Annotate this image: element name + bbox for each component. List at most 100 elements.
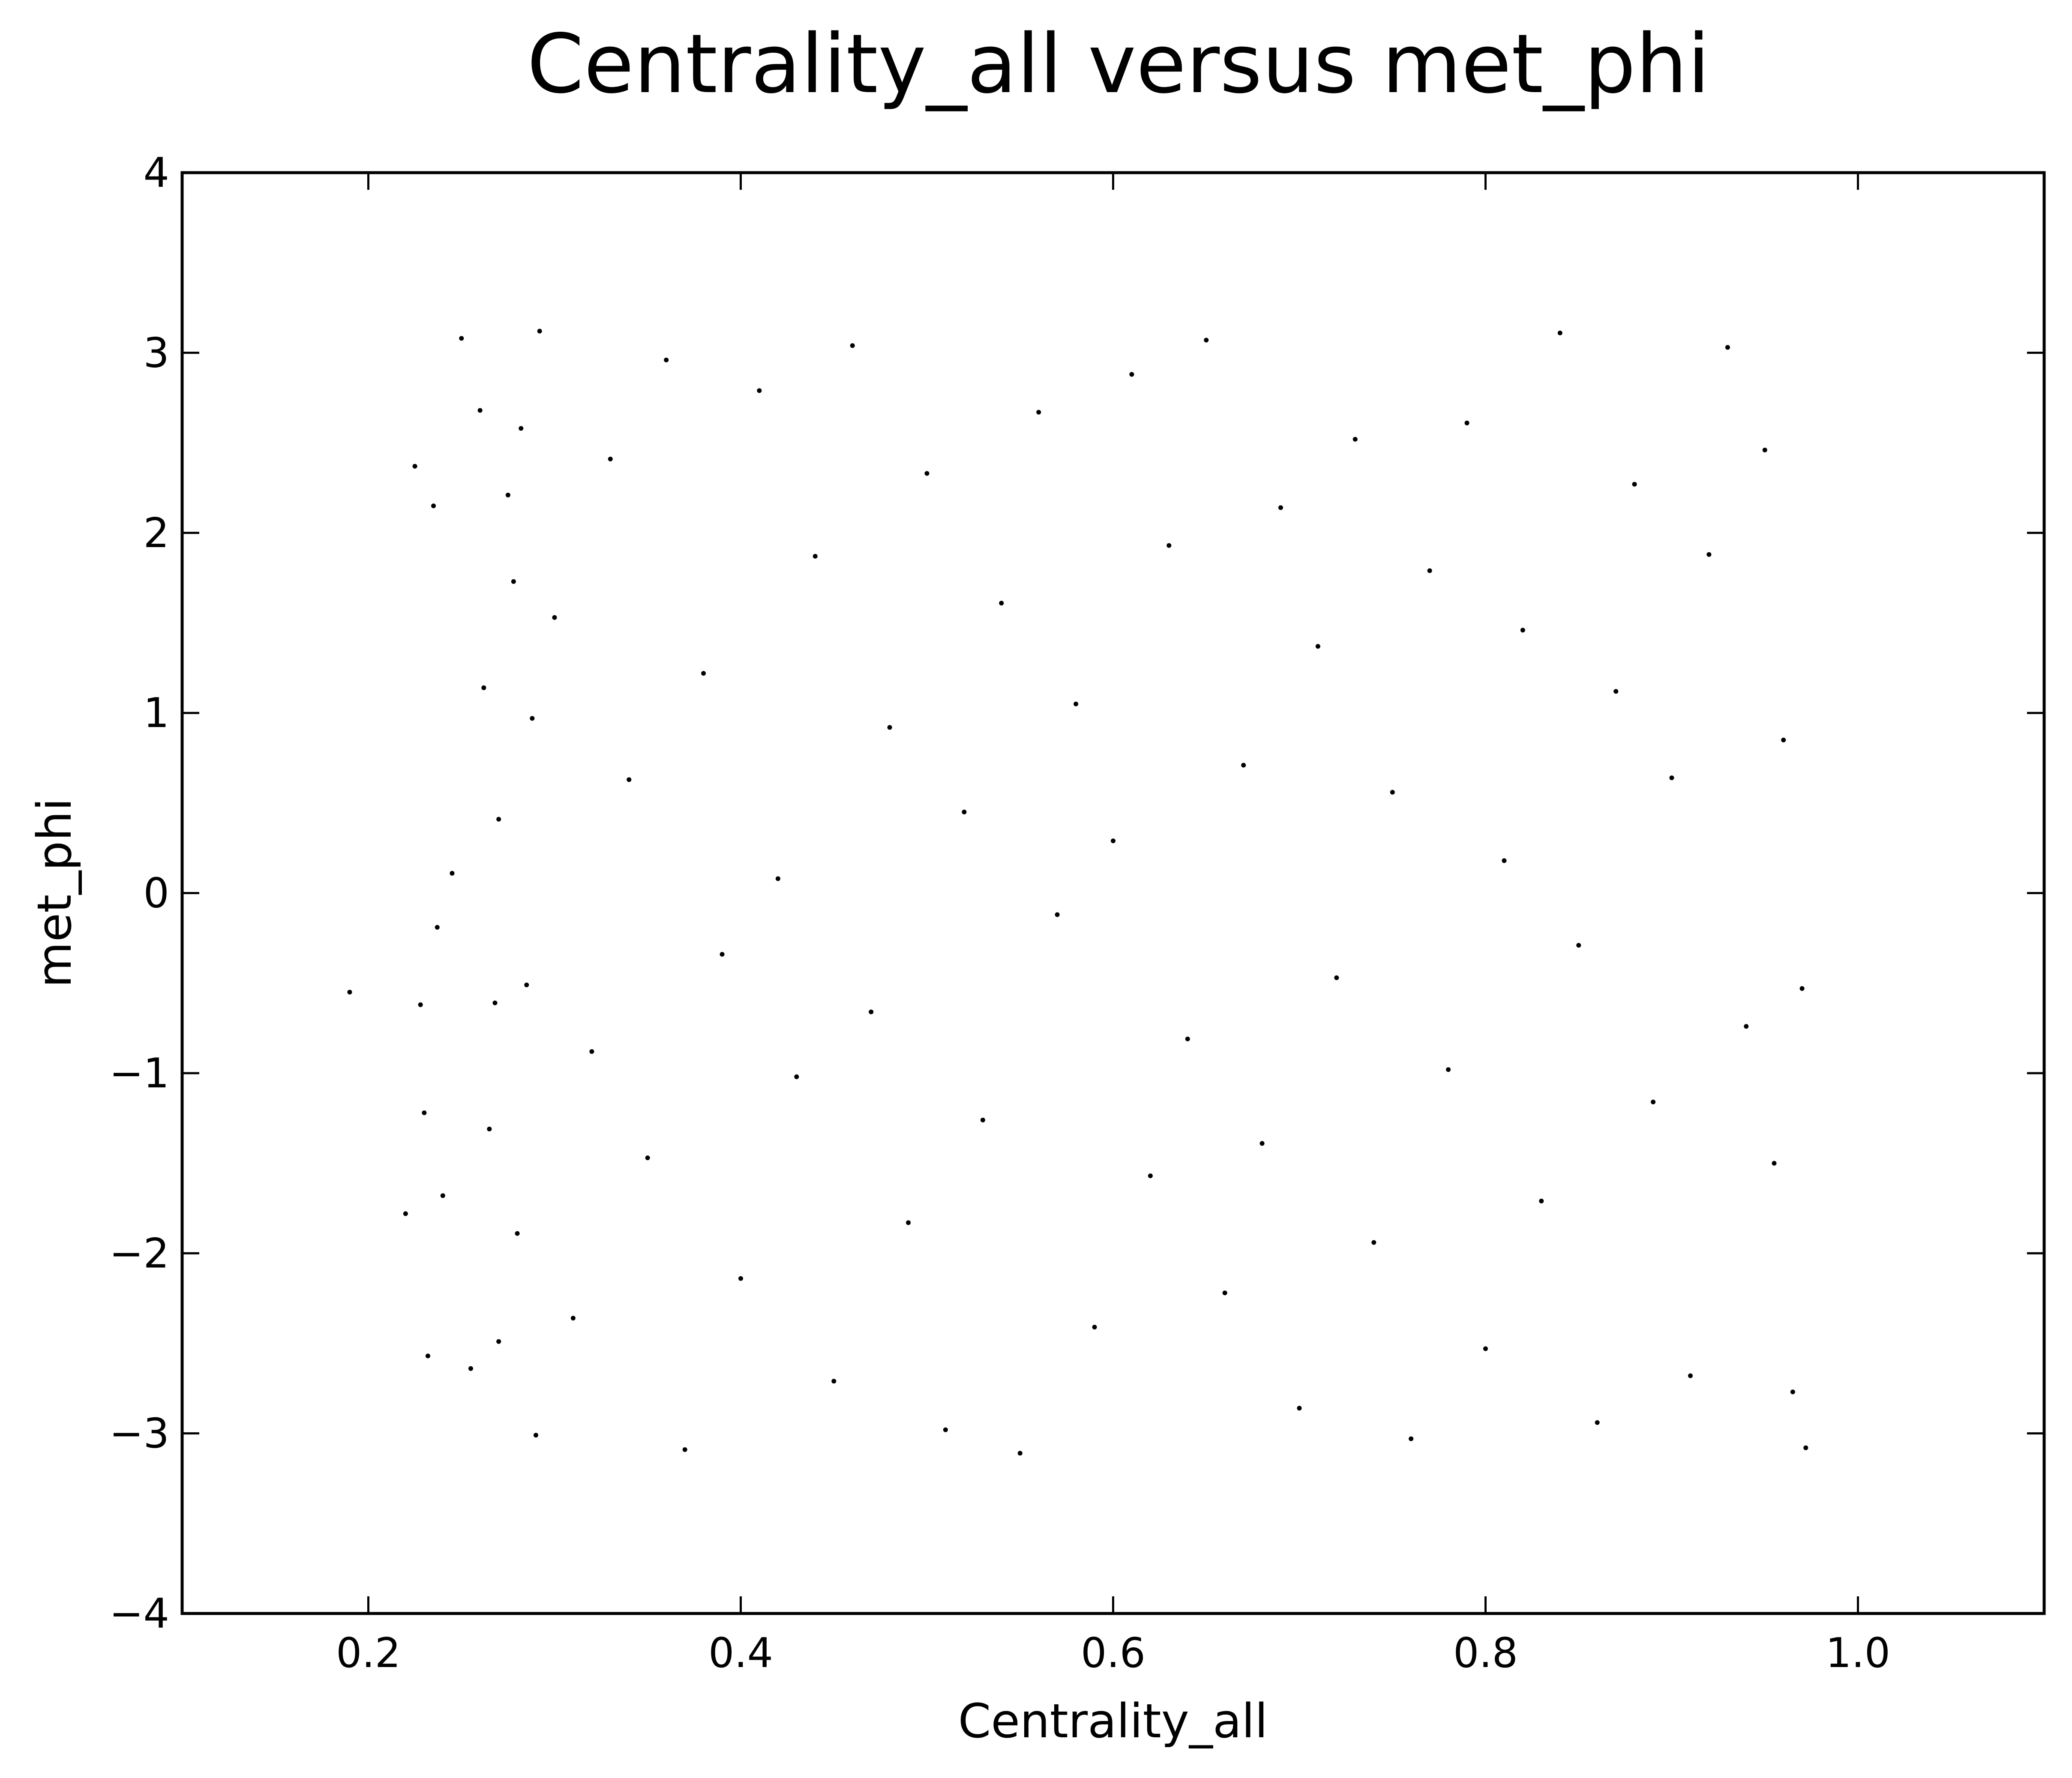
scatter-point [418,1002,423,1007]
scatter-point [570,1316,576,1321]
scatter-point [924,471,930,476]
scatter-point [477,408,483,413]
scatter-point [1427,568,1432,573]
scatter-point [511,579,516,584]
scatter-point [720,952,725,957]
x-tick-label: 1.0 [1826,1630,1890,1677]
x-tick-label: 0.2 [336,1630,401,1677]
scatter-point [1352,437,1358,442]
y-tick-label: 1 [144,690,169,737]
x-tick-label: 0.8 [1453,1630,1518,1677]
scatter-point [1259,1141,1265,1146]
scatter-point [1632,482,1637,487]
scatter-point [1129,372,1134,377]
plot-frame [180,171,2046,1615]
scatter-point [813,554,818,559]
scatter-point [1781,737,1786,742]
scatter-point [1520,628,1525,633]
scatter-point [1017,1451,1023,1456]
scatter-point [1315,644,1320,649]
scatter-point [1204,338,1209,343]
scatter-point [459,336,464,341]
scatter-point [627,777,632,782]
scatter-point [431,503,436,509]
y-tick-label: −2 [109,1230,169,1277]
scatter-point [906,1220,911,1225]
scatter-point [1803,1445,1808,1450]
scatter-point [682,1447,687,1452]
scatter-point [1483,1346,1488,1351]
scatter-point [435,925,440,930]
scatter-point [1790,1389,1795,1395]
scatter-point [1772,1161,1777,1166]
chart-title: Centrality_all versus met_phi [527,17,1710,111]
scatter-point [426,1353,430,1359]
scatter-points [347,329,1808,1456]
plot-area [180,171,2046,1615]
scatter-point [530,716,535,721]
scatter-point [1185,1036,1190,1042]
scatter-point [440,1193,445,1198]
scatter-point [1148,1173,1153,1178]
scatter-point [552,615,557,620]
scatter-point [887,725,892,730]
scatter-point [1166,543,1172,548]
scatter-point [1278,505,1283,510]
y-axis-label: met_phi [27,798,82,988]
scatter-point [962,809,967,814]
scatter-point [1557,330,1562,335]
scatter-point [850,343,855,348]
scatter-point [1762,447,1767,452]
y-tick-label: 3 [144,329,169,377]
scatter-point [1055,912,1060,917]
scatter-point [1241,763,1246,768]
scatter-point [481,685,486,690]
scatter-point [1297,1406,1302,1411]
tick-labels: 0.2 0.4 0.6 0.8 1.0 −4 −3 −2 −1 0 1 2 3 4 [109,150,1890,1677]
scatter-point [412,464,417,469]
scatter-point [869,1009,874,1015]
y-tick-label: 0 [144,870,169,917]
scatter-point [1595,1420,1600,1425]
scatter-point [1446,1067,1451,1072]
scatter-point [1669,775,1674,780]
scatter-point [999,601,1004,606]
scatter-point [422,1110,427,1115]
axis-ticks [182,171,2044,1615]
scatter-point [589,1049,594,1054]
scatter-point [1464,420,1469,425]
scatter-point [1799,986,1805,991]
scatter-point [537,329,542,334]
scatter-point [701,671,706,676]
scatter-point [492,1000,498,1006]
scatter-point [645,1155,650,1160]
scatter-point [524,982,529,988]
scatter-point [738,1276,743,1281]
scatter-point [1371,1240,1376,1245]
scatter-point [1502,858,1507,863]
x-tick-label: 0.6 [1081,1630,1145,1677]
scatter-point [487,1126,492,1131]
scatter-point [1651,1099,1656,1105]
y-tick-label: 4 [144,150,169,197]
scatter-point [505,493,510,497]
x-tick-label: 0.4 [708,1630,773,1677]
scatter-point [775,876,780,881]
x-axis-label: Centrality_all [958,1694,1268,1748]
scatter-point [1539,1198,1544,1203]
scatter-point [496,817,501,822]
scatter-point [347,990,352,995]
scatter-point [1688,1373,1693,1378]
y-tick-label: 2 [144,510,169,557]
scatter-point [1725,345,1730,350]
scatter-point [519,426,524,431]
scatter-point [515,1231,520,1236]
scatter-point [664,357,669,362]
scatter-point [1390,790,1395,795]
scatter-point [1744,1024,1749,1029]
scatter-point [1111,838,1115,844]
scatter-point [534,1433,538,1438]
scatter-point [831,1379,837,1384]
scatter-point [403,1211,408,1216]
